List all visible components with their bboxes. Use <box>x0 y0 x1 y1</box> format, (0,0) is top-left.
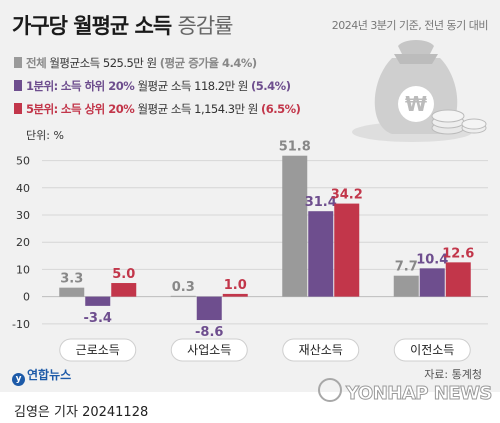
bar <box>111 283 137 297</box>
legend-swatch-q1 <box>14 80 22 91</box>
unit-label: 단위: % <box>26 129 64 142</box>
legend-name: 1분위: <box>26 79 58 93</box>
legend-text: 월평균 소득 1,154.3만 원 <box>137 102 258 116</box>
bar <box>196 296 222 321</box>
data-label: 51.8 <box>279 140 311 155</box>
bar <box>393 275 419 297</box>
bar <box>85 296 111 306</box>
legend-name: 전체 <box>26 56 47 70</box>
y-tick-label: 10 <box>16 263 30 276</box>
category-pill <box>393 338 471 362</box>
legend-text: 월평균소득 525.5만 원 <box>49 56 157 70</box>
data-label: 12.6 <box>442 246 474 261</box>
data-label: 10.4 <box>416 252 448 267</box>
y-tick-label: 40 <box>16 182 30 195</box>
category-pill <box>170 338 248 362</box>
category-label: 이전소득 <box>410 343 454 357</box>
category-pill <box>282 338 360 362</box>
data-label: 3.3 <box>60 272 83 287</box>
data-label: -3.4 <box>84 311 112 326</box>
y-tick-label: 50 <box>16 155 30 168</box>
category-label: 사업소득 <box>187 343 231 357</box>
bar <box>222 293 248 297</box>
bar <box>445 262 471 297</box>
legend-text: 월평균 소득 118.2만 원 <box>137 79 248 93</box>
legend-swatch-q5 <box>14 103 22 114</box>
data-label: 34.2 <box>331 188 363 203</box>
bar <box>308 211 334 297</box>
svg-text:₩: ₩ <box>405 92 427 116</box>
chart-title: 가구당 월평균 소득 증감률 <box>12 10 234 40</box>
legend-paren: (5.4%) <box>251 79 291 93</box>
watermark-icon <box>318 378 342 402</box>
data-label: 1.0 <box>224 278 247 293</box>
logo-text: 연합뉴스 <box>27 368 72 382</box>
data-label: 0.3 <box>172 280 195 295</box>
legend-paren: (6.5%) <box>261 102 301 116</box>
legend-paren: (평균 증가율 4.4%) <box>159 56 257 70</box>
legend-item-total: 전체 월평균소득 525.5만 원 (평균 증가율 4.4%) <box>14 55 257 71</box>
bar <box>282 155 308 297</box>
bar-chart: 50 40 30 20 10 0 -10 3.3 -3.4 5.0 근로소득 0.3 -8.6 1.0 사업… <box>12 140 488 362</box>
watermark-text: YONHAP NEWS <box>346 383 493 405</box>
y-tick-label: -10 <box>12 318 30 331</box>
watermark: YONHAP NEWS <box>318 378 493 405</box>
category-label: 근로소득 <box>76 343 120 357</box>
legend-item-q1: 1분위: 소득 하위 20% 월평균 소득 118.2만 원 (5.4%) <box>14 78 291 94</box>
y-tick-label: 20 <box>16 236 30 249</box>
legend-tag: 소득 상위 20% <box>60 102 135 116</box>
bar <box>334 203 360 297</box>
bar <box>419 268 445 297</box>
legend-swatch-total <box>14 57 22 68</box>
category-pill <box>59 338 137 362</box>
chart-subtitle: 2024년 3분기 기준, 전년 동기 대비 <box>331 19 489 32</box>
bar <box>170 295 196 297</box>
bar <box>59 287 85 297</box>
byline: 김영은 기자 20241128 <box>14 405 149 420</box>
y-tick-label: 0 <box>23 291 30 304</box>
source-note: 자료: 통계청 <box>424 368 482 381</box>
legend-item-q5: 5분위: 소득 상위 20% 월평균 소득 1,154.3만 원 (6.5%) <box>14 101 301 117</box>
money-bag-icon: ₩ <box>352 40 487 142</box>
data-label: 5.0 <box>112 267 135 282</box>
data-label: 31.4 <box>305 195 337 210</box>
legend-tag: 소득 하위 20% <box>60 79 135 93</box>
legend-name: 5분위: <box>26 102 58 116</box>
category-label: 재산소득 <box>299 343 343 357</box>
title-suffix: 증감률 <box>177 14 234 38</box>
yonhap-logo: y 연합뉴스 <box>12 366 71 386</box>
data-label: -8.6 <box>195 325 223 340</box>
title-main: 가구당 월평균 소득 <box>12 14 172 38</box>
yonhap-logo-icon: y <box>12 373 25 386</box>
y-tick-label: 30 <box>16 209 30 222</box>
data-label: 7.7 <box>395 260 418 275</box>
